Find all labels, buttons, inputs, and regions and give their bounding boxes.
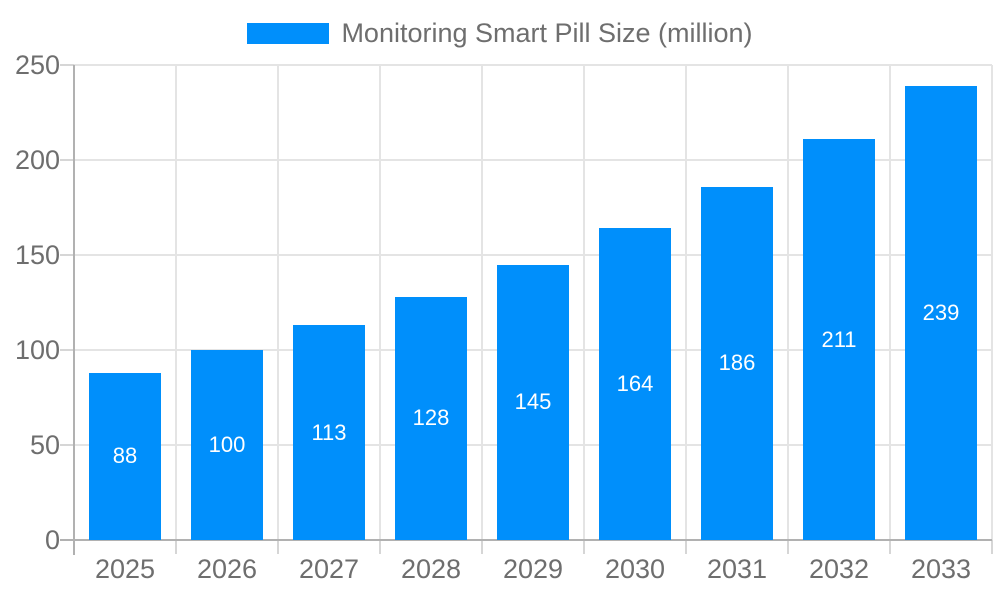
y-axis-tick — [60, 444, 74, 446]
bar-value-label: 113 — [311, 419, 347, 445]
bar-2032[interactable]: 211 — [803, 139, 875, 540]
bar-2028[interactable]: 128 — [395, 296, 467, 540]
y-axis-tick — [60, 159, 74, 161]
x-axis-tick-label: 2029 — [502, 554, 564, 584]
gridline-vertical — [685, 65, 687, 540]
bar-2030[interactable]: 164 — [599, 228, 671, 540]
y-axis-line — [73, 65, 75, 555]
x-axis-tick — [685, 540, 687, 554]
x-axis-tick-label: 2032 — [808, 554, 870, 584]
x-axis-tick-label: 2025 — [94, 554, 156, 584]
bar-2029[interactable]: 145 — [497, 264, 569, 540]
y-axis-tick-label: 50 — [29, 430, 60, 460]
gridline-vertical — [889, 65, 891, 540]
x-axis-tick — [583, 540, 585, 554]
gridline-vertical — [991, 65, 993, 540]
x-axis-tick-label: 2031 — [706, 554, 768, 584]
y-axis-tick-label: 200 — [14, 145, 60, 175]
gridline-vertical — [379, 65, 381, 540]
legend: Monitoring Smart Pill Size (million) — [0, 17, 1000, 49]
gridline-vertical — [175, 65, 177, 540]
bar-2033[interactable]: 239 — [905, 85, 977, 540]
x-axis-tick — [379, 540, 381, 554]
y-axis-tick — [60, 349, 74, 351]
gridline-horizontal — [74, 159, 992, 161]
bar-value-label: 128 — [412, 405, 450, 431]
legend-label: Monitoring Smart Pill Size (million) — [341, 17, 753, 48]
bar-2026[interactable]: 100 — [191, 350, 263, 540]
bar-2027[interactable]: 113 — [293, 325, 365, 540]
bar-value-label: 239 — [922, 299, 960, 325]
plot-area: 88 100 113 128 145 164 186 211 239 — [60, 64, 993, 555]
y-axis-tick-label: 150 — [14, 240, 60, 270]
bar-value-label: 164 — [616, 371, 654, 397]
x-axis-tick — [277, 540, 279, 554]
legend-item[interactable]: Monitoring Smart Pill Size (million) — [247, 17, 753, 49]
gridline-vertical — [481, 65, 483, 540]
y-axis-tick-label: 100 — [14, 335, 60, 365]
x-axis-tick-label: 2030 — [604, 554, 666, 584]
y-axis-tick — [60, 64, 74, 66]
bar-value-label: 186 — [718, 350, 756, 376]
bar-value-label: 211 — [821, 326, 857, 352]
bar-2025[interactable]: 88 — [89, 372, 161, 540]
y-axis-tick-label: 0 — [44, 525, 60, 555]
bar-value-label: 145 — [514, 389, 552, 415]
gridline-vertical — [787, 65, 789, 540]
bar-value-label: 88 — [112, 443, 138, 469]
x-axis-line — [60, 539, 992, 541]
gridline-horizontal — [74, 64, 992, 66]
x-axis-tick — [991, 540, 993, 554]
bar-2031[interactable]: 186 — [701, 186, 773, 540]
x-axis-tick-label: 2027 — [298, 554, 360, 584]
gridline-horizontal — [74, 254, 992, 256]
x-axis-tick — [175, 540, 177, 554]
y-axis-tick — [60, 254, 74, 256]
bar-value-label: 100 — [208, 432, 246, 457]
x-axis-tick — [889, 540, 891, 554]
y-axis: 0 50 100 150 200 250 — [0, 50, 60, 555]
y-axis-tick-label: 250 — [14, 50, 60, 80]
gridline-vertical — [277, 65, 279, 540]
x-axis-tick-label: 2028 — [400, 554, 462, 584]
x-axis-tick — [787, 540, 789, 554]
x-axis-tick-label: 2033 — [910, 554, 972, 584]
gridline-vertical — [583, 65, 585, 540]
legend-swatch-icon — [247, 22, 330, 44]
x-axis-tick-label: 2026 — [196, 554, 258, 584]
x-axis: 2025 2026 2027 2028 2029 2030 2031 2032 2033 — [74, 553, 992, 589]
x-axis-tick — [481, 540, 483, 554]
